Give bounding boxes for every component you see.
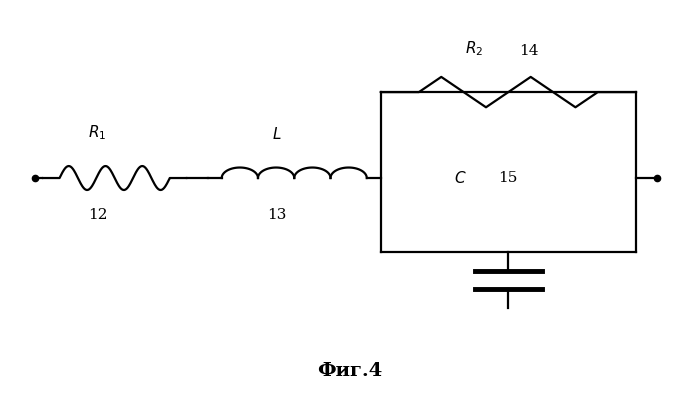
Text: $L$: $L$ bbox=[272, 126, 282, 142]
Text: $C$: $C$ bbox=[454, 170, 466, 186]
Text: $R_1$: $R_1$ bbox=[88, 123, 106, 142]
Text: 12: 12 bbox=[87, 208, 107, 222]
Text: 14: 14 bbox=[519, 44, 538, 58]
Text: 13: 13 bbox=[267, 208, 287, 222]
Text: 15: 15 bbox=[498, 171, 517, 185]
Text: $R_2$: $R_2$ bbox=[465, 40, 483, 58]
Text: Фиг.4: Фиг.4 bbox=[317, 362, 382, 380]
